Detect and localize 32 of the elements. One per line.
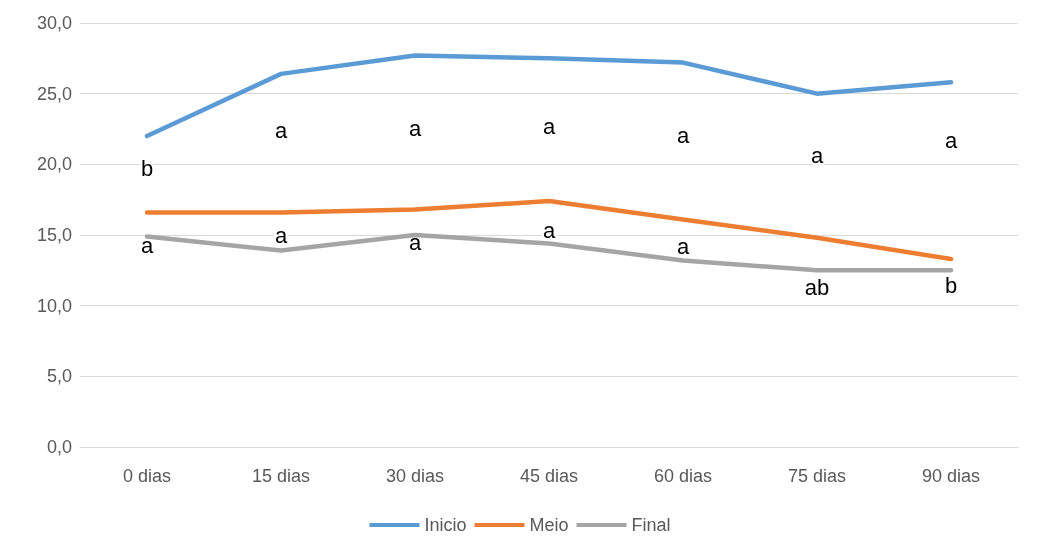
x-tick-label: 75 dias — [787, 466, 847, 486]
y-tick-label: 10,0 — [36, 295, 72, 316]
y-tick-label: 20,0 — [36, 154, 72, 175]
annotation: a — [408, 229, 422, 255]
annotation: a — [274, 222, 288, 248]
x-tick-label: 60 dias — [653, 466, 713, 486]
x-tick-label: 0 dias — [122, 466, 172, 486]
y-tick-label: 25,0 — [36, 83, 72, 104]
annotation: a — [274, 117, 288, 143]
annotation: a — [944, 127, 958, 153]
y-tick-label: 15,0 — [36, 225, 72, 245]
annotation: a — [542, 217, 556, 243]
x-tick-label: 30 dias — [385, 466, 445, 486]
annotation: a — [676, 122, 690, 148]
annotation: a — [810, 142, 824, 168]
annotation: a — [676, 233, 690, 259]
x-tick-label: 15 dias — [251, 466, 311, 486]
x-tick-label: 90 dias — [921, 466, 981, 486]
legend-label: Final — [631, 515, 671, 535]
annotation: a — [408, 115, 422, 141]
annotation: a — [140, 232, 154, 258]
annotation: a — [542, 113, 556, 139]
annotation: b — [140, 155, 154, 181]
annotation: ab — [804, 274, 830, 300]
legend-label: Meio — [529, 515, 569, 535]
annotation: b — [944, 272, 958, 298]
x-tick-label: 45 dias — [519, 466, 579, 486]
y-tick-label: 0,0 — [46, 437, 72, 457]
line-series — [144, 198, 954, 262]
y-tick-label: 5,0 — [46, 366, 72, 387]
y-tick-label: 30,0 — [36, 13, 72, 33]
legend-label: Inicio — [424, 515, 467, 535]
